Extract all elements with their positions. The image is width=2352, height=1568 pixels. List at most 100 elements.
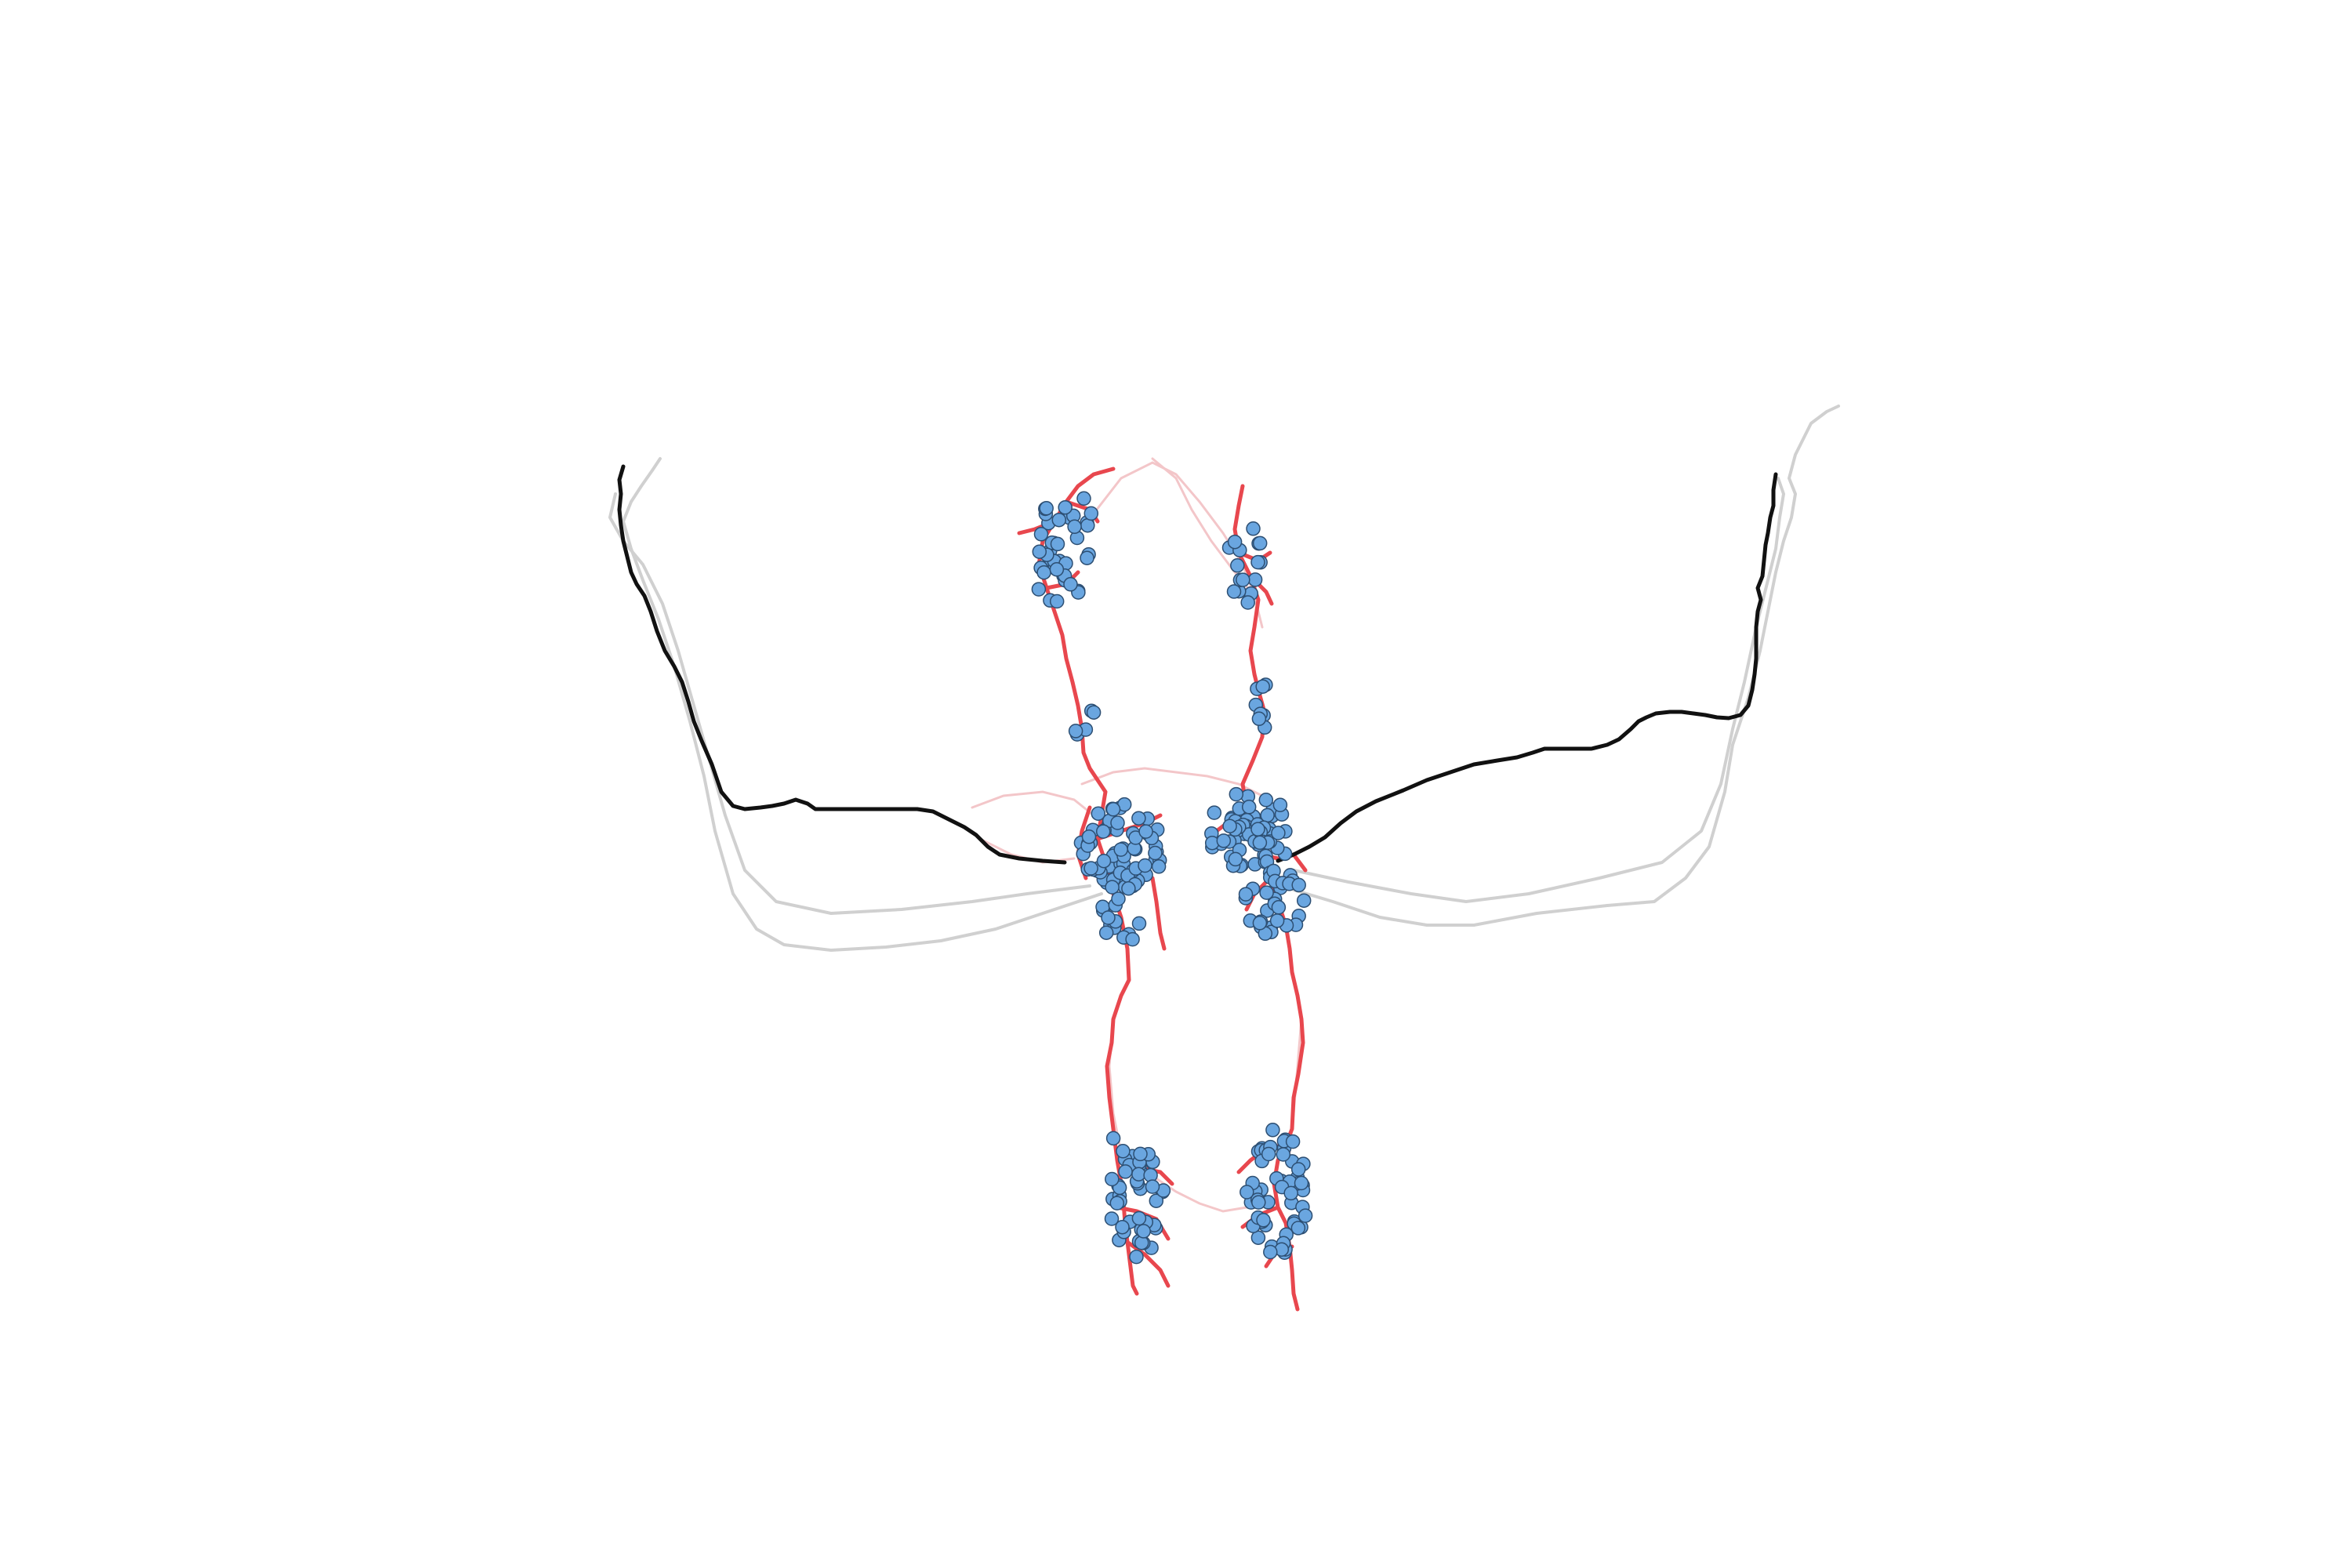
synapse-marker (1131, 1210, 1147, 1226)
synapse-marker (1058, 499, 1073, 515)
synapse-marker (1252, 835, 1268, 851)
synapse-marker (1105, 880, 1120, 895)
synapse-marker (1290, 1162, 1306, 1177)
faint-mid-left-loop (971, 790, 1095, 817)
synapse-marker (1246, 521, 1261, 536)
synapse-marker (1138, 824, 1153, 839)
synapse-marker (1216, 833, 1232, 848)
synapse-marker (1252, 535, 1268, 551)
synapse-marker (1076, 491, 1091, 506)
synapse-marker (1096, 853, 1112, 869)
synapse-marker (1129, 1249, 1144, 1265)
synapse-marker (1118, 1164, 1133, 1179)
synapse-marker (1105, 1131, 1121, 1146)
synapse-marker (1091, 806, 1106, 821)
synapse-marker (1298, 1208, 1313, 1223)
synapse-marker (1265, 1123, 1280, 1138)
synapse-marker (1050, 536, 1065, 552)
synapse-marker (1247, 572, 1263, 587)
synapse-marker (1250, 554, 1265, 570)
synapse-marker (1263, 1244, 1278, 1260)
synapse-marker (1226, 584, 1242, 599)
synapse-marker (1036, 564, 1051, 580)
synapse-marker (1238, 887, 1254, 902)
synapse-marker (1296, 893, 1312, 908)
synapse-marker (1229, 786, 1244, 802)
synapse-marker (1138, 858, 1152, 873)
synapse-marker (1131, 811, 1146, 826)
synapse-marker (1145, 1179, 1160, 1194)
synapse-marker (1109, 1196, 1125, 1210)
synapse-marker (1228, 851, 1243, 867)
left-primary-axon (617, 464, 1067, 865)
synapse-marker (1105, 1171, 1120, 1187)
synapse-marker (1080, 517, 1095, 533)
synapse-marker (1049, 562, 1065, 577)
synapse-marker (1236, 572, 1250, 587)
synapse-marker (1261, 1146, 1276, 1162)
synapse-marker (1098, 925, 1114, 940)
synapse-marker (1269, 913, 1285, 928)
left-secondary-axon-2 (608, 492, 1091, 915)
synapse-marker (1251, 711, 1267, 727)
axon-tracts (617, 464, 1778, 865)
synapse-marker (1083, 506, 1099, 521)
right-primary-axon (1276, 472, 1778, 863)
synapse-marker (1240, 1185, 1254, 1200)
synapse-marker (1271, 826, 1286, 840)
synapse-marker (1271, 900, 1287, 915)
synapse-marker (1110, 815, 1125, 830)
synapse-marker (1252, 916, 1268, 931)
faint-top-loop (1092, 461, 1264, 629)
synapse-marker (1255, 679, 1270, 694)
synapse-marker (1033, 527, 1049, 542)
synapse-marker (1131, 916, 1147, 931)
synapse-marker (1250, 822, 1265, 837)
synapse-marker (1148, 845, 1163, 861)
synapse-marker (1149, 1193, 1164, 1208)
synapse-marker (1240, 595, 1255, 610)
synapse-marker (1067, 519, 1082, 535)
synapse-marker (1083, 861, 1098, 876)
synapse-marker (1039, 501, 1054, 516)
synapse-marker (1095, 824, 1111, 839)
synapse-markers (1031, 491, 1313, 1265)
synapse-marker (1285, 1134, 1301, 1149)
synapse-marker (1101, 910, 1116, 925)
synapse-marker (1241, 800, 1257, 815)
synapse-marker (1068, 724, 1083, 739)
synapse-marker (1133, 1146, 1148, 1162)
synapse-marker (1291, 877, 1306, 893)
right-secondary-axon-2 (1292, 477, 1785, 903)
synapse-marker (1031, 582, 1047, 597)
synapse-marker (1049, 593, 1065, 609)
synapse-marker (1063, 577, 1078, 592)
synapse-marker (1151, 859, 1167, 874)
synapse-marker (1125, 931, 1140, 947)
synapse-marker (1294, 1175, 1309, 1191)
synapse-marker (1086, 705, 1102, 720)
synapse-marker (1111, 891, 1126, 906)
synapse-marker (1290, 1221, 1306, 1236)
synapse-marker (1276, 1147, 1291, 1162)
synapse-marker (1207, 805, 1222, 820)
synapse-marker (1259, 885, 1274, 900)
synapse-marker (1032, 544, 1047, 559)
synapse-marker (1115, 1219, 1130, 1235)
synapse-marker (1121, 881, 1136, 896)
synapse-marker (1272, 797, 1288, 812)
synapse-marker (1081, 829, 1097, 844)
left-lower-branch-c (1120, 1236, 1171, 1288)
left-secondary-axon-1 (622, 457, 1103, 952)
synapse-marker (1227, 534, 1243, 550)
synapse-marker (1222, 818, 1237, 833)
synapse-marker (1256, 1213, 1271, 1228)
synapse-marker (1136, 1224, 1151, 1239)
synapse-marker (1258, 793, 1274, 808)
synapse-marker (1283, 1185, 1298, 1201)
synapse-marker (1230, 558, 1245, 573)
synapse-marker (1104, 1211, 1120, 1226)
